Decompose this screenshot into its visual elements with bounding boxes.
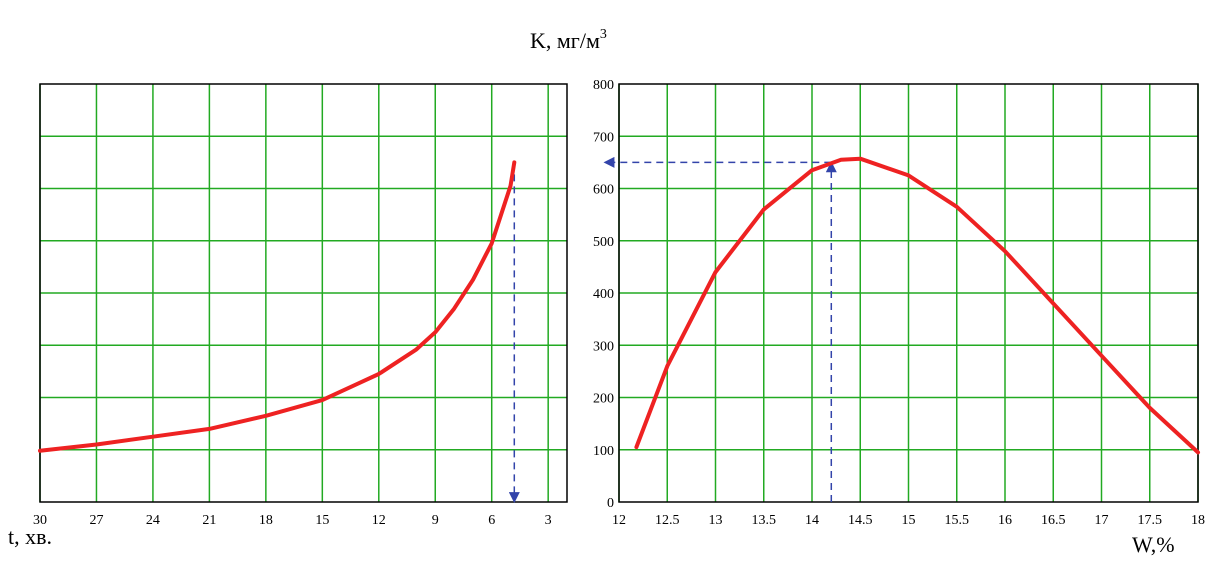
right-series-line bbox=[634, 156, 1200, 455]
right-y-tick-label: 700 bbox=[593, 130, 614, 145]
left-series-line bbox=[38, 160, 517, 453]
right-x-tick-label: 13.5 bbox=[752, 513, 777, 528]
left-x-tick-label: 21 bbox=[202, 513, 216, 528]
right-plot-frame bbox=[618, 83, 1199, 503]
left-x-tick-label: 15 bbox=[315, 513, 329, 528]
right-y-tick-label: 0 bbox=[607, 496, 614, 511]
right-x-tick-label: 15.5 bbox=[945, 513, 970, 528]
right-x-tick-label: 12 bbox=[612, 513, 626, 528]
chart-title: K, мг/м3 bbox=[530, 27, 607, 53]
right-y-tick-label: 400 bbox=[593, 287, 614, 302]
left-x-tick-label: 12 bbox=[372, 513, 386, 528]
left-x-axis-title: t, хв. bbox=[8, 524, 52, 549]
right-x-tick-label: 14 bbox=[805, 513, 819, 528]
right-x-axis-title: W,% bbox=[1132, 532, 1175, 557]
right-x-tick-label: 18 bbox=[1191, 513, 1205, 528]
right-x-tick-label: 12.5 bbox=[655, 513, 680, 528]
right-x-tick-label: 17 bbox=[1095, 513, 1109, 528]
left-plot: 30 27 24 21 18 15 12 9 6 3 bbox=[33, 83, 568, 528]
right-y-tick-label: 300 bbox=[593, 339, 614, 354]
right-x-tick-label: 13 bbox=[709, 513, 723, 528]
right-x-tick-label: 16 bbox=[998, 513, 1012, 528]
right-y-tick-label: 600 bbox=[593, 183, 614, 198]
left-x-tick-label: 24 bbox=[146, 513, 160, 528]
right-plot: 12 12.5 13 13.5 14 14.5 15 15.5 16 16.5 17 17.5 18 0 1… bbox=[593, 78, 1205, 528]
left-x-tick-label: 30 bbox=[33, 513, 47, 528]
left-x-tick-label: 9 bbox=[432, 513, 439, 528]
title-superscript: 3 bbox=[600, 27, 607, 42]
right-y-tick-label: 100 bbox=[593, 444, 614, 459]
right-x-tick-label: 17.5 bbox=[1138, 513, 1163, 528]
title-text: K, мг/м bbox=[530, 28, 600, 53]
right-x-tick-label: 15 bbox=[902, 513, 916, 528]
right-y-tick-label: 800 bbox=[593, 78, 614, 93]
right-y-tick-label: 200 bbox=[593, 392, 614, 407]
left-plot-frame bbox=[39, 83, 568, 503]
right-x-tick-label: 14.5 bbox=[848, 513, 873, 528]
left-x-tick-label: 3 bbox=[545, 513, 552, 528]
left-x-tick-label: 6 bbox=[488, 513, 495, 528]
left-x-tick-label: 27 bbox=[89, 513, 103, 528]
right-y-tick-label: 500 bbox=[593, 235, 614, 250]
left-x-tick-label: 18 bbox=[259, 513, 273, 528]
right-x-tick-label: 16.5 bbox=[1041, 513, 1066, 528]
